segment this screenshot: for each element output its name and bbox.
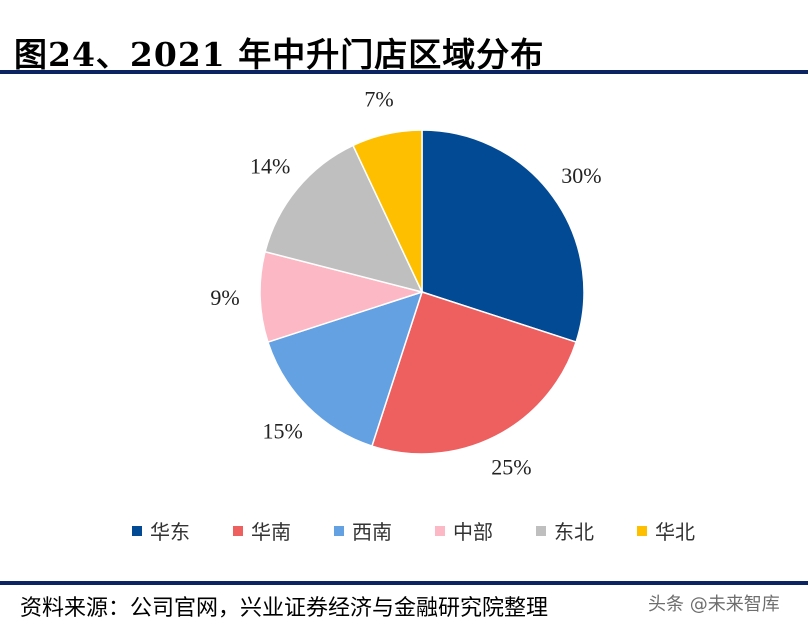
data-label: 25% — [491, 455, 531, 480]
pie-slice-中部 — [259, 250, 425, 344]
legend-swatch — [435, 525, 445, 536]
pie-slice-东北 — [264, 144, 424, 294]
legend-label: 中部 — [453, 520, 493, 544]
legend-swatch — [334, 525, 344, 536]
pie-slice-华南 — [370, 291, 578, 455]
legend-label: 西南 — [352, 520, 392, 544]
data-label: 9% — [210, 285, 239, 310]
watermark: 头条 @未来智库 — [648, 594, 780, 615]
legend-item: 华南 — [233, 516, 334, 545]
legend-swatch — [637, 525, 647, 536]
legend-swatch — [233, 525, 243, 536]
chart-title: 图24、2021 年中升门店区域分布 — [14, 35, 545, 74]
legend-swatch — [536, 525, 546, 536]
top-rule — [0, 70, 808, 74]
legend: 华东 华南 西南 中部 东北 华北 — [132, 516, 738, 545]
data-label: 14% — [250, 153, 290, 178]
pie-slice-西南 — [266, 290, 424, 448]
legend-label: 华南 — [251, 520, 291, 544]
source-note: 资料来源：公司官网，兴业证券经济与金融研究院整理 — [20, 596, 549, 621]
legend-item: 华北 — [637, 516, 738, 545]
legend-swatch — [132, 525, 142, 536]
legend-item: 西南 — [334, 516, 435, 545]
legend-label: 华北 — [655, 520, 695, 544]
legend-label: 东北 — [554, 520, 594, 544]
legend-item: 中部 — [435, 516, 536, 545]
pie-slice-华北 — [352, 129, 423, 293]
bottom-rule — [0, 581, 808, 585]
pie-slice-华东 — [421, 129, 585, 344]
data-label: 30% — [561, 163, 601, 188]
data-label: 7% — [364, 87, 393, 112]
data-label: 15% — [263, 418, 303, 443]
legend-label: 华东 — [150, 520, 190, 544]
legend-item: 华东 — [132, 516, 233, 545]
legend-item: 东北 — [536, 516, 637, 545]
